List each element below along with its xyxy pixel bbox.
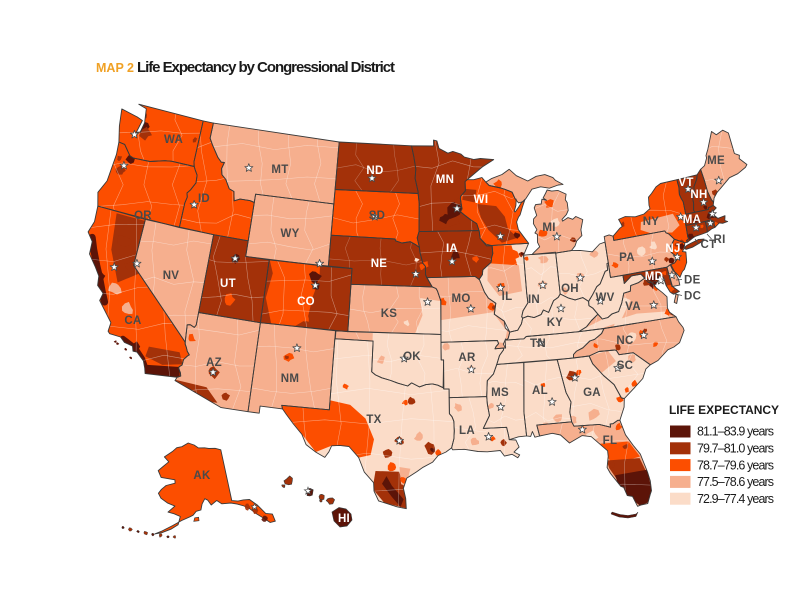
svg-text:CT: CT	[701, 239, 717, 251]
svg-text:NJ: NJ	[665, 243, 680, 255]
svg-text:MO: MO	[451, 293, 470, 305]
svg-text:72.9–77.4 years: 72.9–77.4 years	[697, 492, 774, 506]
svg-text:AZ: AZ	[206, 357, 222, 369]
svg-text:CA: CA	[124, 315, 141, 327]
svg-text:AL: AL	[532, 385, 548, 397]
svg-text:78.7–79.6 years: 78.7–79.6 years	[697, 458, 774, 472]
svg-text:SD: SD	[369, 210, 386, 222]
svg-text:DE: DE	[684, 275, 701, 287]
svg-text:MA: MA	[683, 214, 702, 226]
svg-text:WI: WI	[474, 194, 489, 206]
svg-text:OH: OH	[561, 283, 579, 295]
svg-text:AR: AR	[458, 352, 476, 364]
svg-text:TX: TX	[366, 414, 381, 426]
svg-text:VT: VT	[678, 177, 693, 189]
svg-text:MN: MN	[436, 174, 455, 186]
svg-text:KS: KS	[381, 308, 398, 320]
svg-text:MS: MS	[491, 387, 509, 399]
svg-text:FL: FL	[603, 435, 618, 447]
svg-text:AK: AK	[193, 470, 211, 482]
svg-text:KY: KY	[547, 317, 564, 329]
svg-text:Life Expectancy by Congression: Life Expectancy by Congressional Distric…	[137, 59, 395, 76]
svg-text:IN: IN	[528, 294, 540, 306]
svg-text:IA: IA	[446, 243, 458, 255]
svg-text:NY: NY	[643, 216, 660, 228]
svg-text:OK: OK	[403, 351, 421, 363]
svg-text:81.1–83.9 years: 81.1–83.9 years	[697, 425, 774, 439]
svg-text:ID: ID	[198, 193, 210, 205]
svg-text:MD: MD	[645, 271, 664, 283]
svg-text:MT: MT	[271, 164, 288, 176]
svg-text:NC: NC	[616, 335, 633, 347]
svg-text:MAP 2: MAP 2	[96, 61, 134, 75]
svg-text:CO: CO	[297, 296, 315, 308]
svg-text:TN: TN	[530, 338, 546, 350]
svg-text:LIFE EXPECTANCY: LIFE EXPECTANCY	[669, 403, 779, 417]
svg-text:UT: UT	[220, 278, 236, 290]
svg-text:NH: NH	[690, 189, 707, 201]
svg-text:ND: ND	[366, 165, 383, 177]
svg-text:NE: NE	[371, 258, 388, 270]
svg-text:RI: RI	[714, 234, 726, 246]
svg-text:ME: ME	[707, 155, 725, 167]
svg-text:WV: WV	[595, 292, 614, 304]
svg-text:IL: IL	[502, 291, 513, 303]
svg-text:NV: NV	[163, 270, 180, 282]
svg-text:79.7–81.0 years: 79.7–81.0 years	[697, 442, 774, 456]
svg-text:VA: VA	[625, 301, 641, 313]
svg-text:DC: DC	[684, 291, 701, 303]
svg-text:PA: PA	[619, 252, 635, 264]
svg-text:HI: HI	[338, 513, 350, 525]
svg-text:WY: WY	[280, 228, 299, 240]
svg-text:GA: GA	[583, 387, 601, 399]
svg-text:NM: NM	[281, 373, 300, 385]
svg-text:LA: LA	[459, 425, 475, 437]
svg-text:77.5–78.6 years: 77.5–78.6 years	[697, 475, 774, 489]
svg-text:MI: MI	[542, 222, 555, 234]
svg-text:WA: WA	[164, 134, 183, 146]
svg-text:OR: OR	[134, 210, 152, 222]
svg-text:SC: SC	[617, 360, 634, 372]
